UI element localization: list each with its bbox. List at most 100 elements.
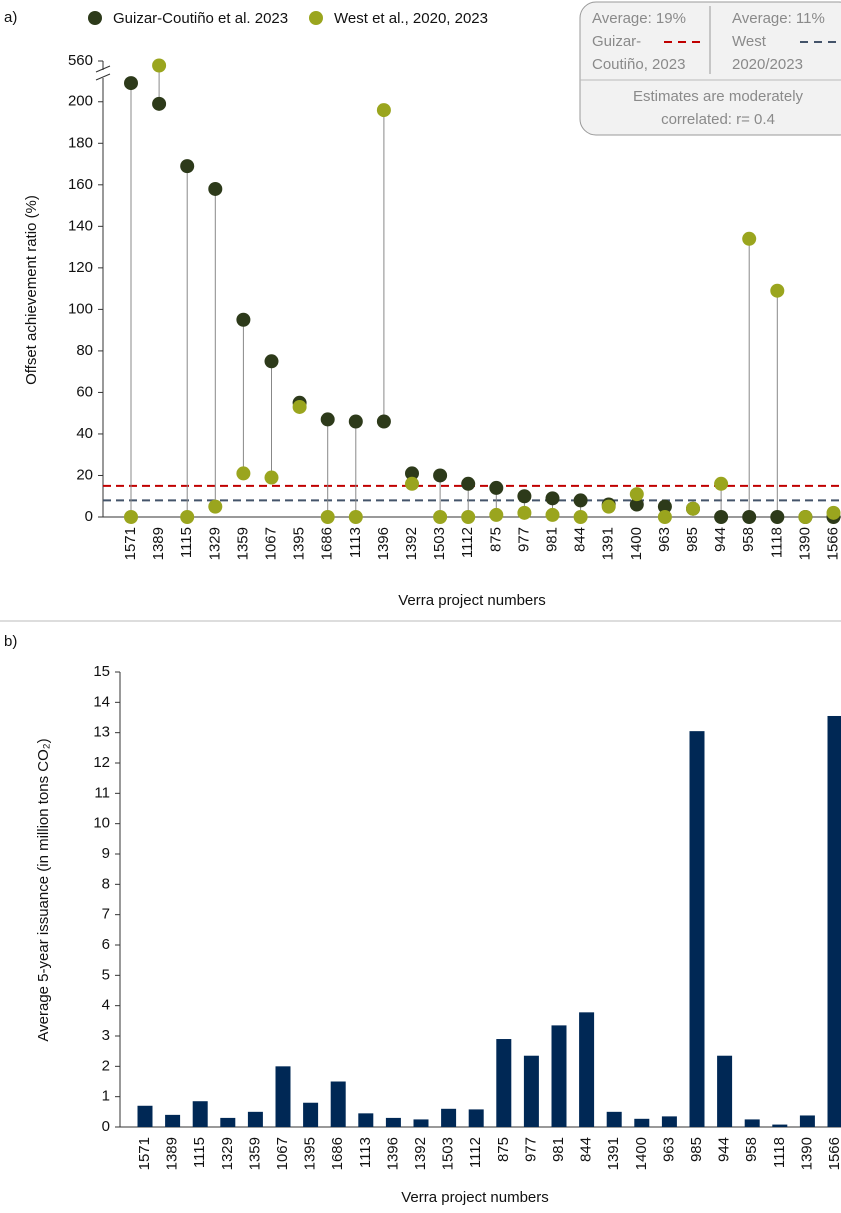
dot	[376, 414, 391, 429]
y-tick-label: 2	[102, 1057, 110, 1074]
dot	[208, 499, 223, 514]
bar	[579, 1012, 595, 1127]
dot	[320, 510, 335, 524]
dot	[545, 491, 560, 506]
y-tick-label: 12	[93, 754, 110, 771]
y-tick-label: 60	[76, 383, 93, 400]
dot	[714, 510, 729, 524]
x-tick-label: 1395	[291, 527, 308, 560]
x-tick-label: 1392	[412, 1137, 429, 1170]
y-tick-label: 4	[102, 997, 110, 1014]
dot	[180, 159, 195, 174]
dot	[629, 487, 644, 502]
info-note: correlated: r= 0.4	[661, 111, 775, 128]
x-tick-label: 1391	[600, 527, 617, 560]
x-tick-label: 1391	[605, 1137, 622, 1170]
y-tick-label: 15	[93, 663, 110, 680]
dot	[770, 510, 785, 524]
y-tick-label: 200	[68, 93, 93, 110]
x-tick-label: 977	[522, 1137, 539, 1162]
bar	[275, 1066, 291, 1127]
bar	[247, 1111, 263, 1127]
dot	[517, 505, 532, 520]
bar	[551, 1025, 567, 1127]
x-tick-label: 944	[712, 527, 729, 552]
x-tick-label: 1395	[302, 1137, 319, 1170]
x-tick-label: 1396	[375, 527, 392, 560]
dot	[489, 507, 504, 522]
dot	[180, 510, 195, 524]
dot	[798, 510, 813, 524]
y-tick-label: 11	[94, 784, 110, 801]
x-tick-label: 1112	[467, 1137, 484, 1168]
bar	[330, 1081, 346, 1127]
x-tick-label: 985	[688, 1137, 705, 1162]
y-tick-label: 20	[76, 466, 93, 483]
y-tick-label: 14	[93, 693, 110, 710]
dot	[433, 510, 448, 524]
x-tick-label: 1389	[164, 1137, 181, 1170]
x-tick-label: 981	[543, 527, 560, 552]
dot	[208, 181, 223, 196]
y-tick-label: 0	[102, 1118, 110, 1135]
info-box	[579, 1, 841, 136]
bar	[441, 1108, 457, 1127]
y-tick-label: 10	[93, 815, 110, 832]
bar	[137, 1105, 153, 1127]
y-tick-label: 560	[68, 52, 93, 69]
x-tick-label: 1390	[798, 1137, 815, 1170]
bar	[385, 1117, 401, 1127]
info-text: Average: 11%	[732, 10, 825, 27]
bar	[799, 1115, 815, 1127]
bar	[192, 1101, 208, 1127]
legend-marker	[309, 11, 323, 25]
x-tick-label: 1571	[122, 527, 139, 560]
y-tick-label: 13	[93, 724, 110, 741]
dot	[742, 231, 757, 246]
x-tick-label: 1503	[440, 1137, 457, 1170]
bar	[468, 1109, 484, 1127]
y-axis-label: Average 5-year issuance (in million tons…	[35, 738, 52, 1041]
y-tick-label: 9	[102, 845, 110, 862]
x-tick-label: 1390	[796, 527, 813, 560]
dot	[714, 476, 729, 491]
x-tick-label: 944	[716, 1137, 733, 1162]
dot	[601, 499, 616, 514]
dot	[770, 283, 785, 298]
dot	[152, 96, 167, 111]
x-tick-label: 1329	[206, 527, 223, 560]
x-tick-label: 1067	[262, 527, 279, 560]
dot	[348, 414, 363, 429]
y-tick-label: 7	[102, 906, 110, 923]
bar	[358, 1113, 374, 1127]
x-tick-label: 1113	[347, 527, 364, 558]
legend-label: West et al., 2020, 2023	[334, 10, 488, 27]
x-tick-label: 1359	[246, 1137, 263, 1170]
bar	[165, 1114, 181, 1127]
x-tick-label: 1359	[234, 527, 251, 560]
dot	[742, 510, 757, 524]
y-axis-label: Offset achievement ratio (%)	[23, 195, 40, 385]
x-tick-label: 1396	[384, 1137, 401, 1170]
y-tick-label: 5	[102, 966, 110, 983]
info-text: Average: 19%	[592, 10, 686, 27]
x-tick-label: 1112	[459, 527, 476, 558]
dot	[264, 354, 279, 369]
x-tick-label: 1118	[768, 527, 785, 558]
dot	[264, 470, 279, 485]
dot	[376, 103, 391, 118]
info-text: Guizar-	[592, 33, 641, 50]
x-tick-label: 1329	[219, 1137, 236, 1170]
info-note: Estimates are moderately	[633, 88, 804, 105]
dot	[236, 466, 251, 481]
x-tick-label: 875	[487, 527, 504, 552]
legend-label: Guizar-Coutiño et al. 2023	[113, 10, 288, 27]
x-axis-label: Verra project numbers	[401, 1189, 549, 1206]
panel-label: a)	[4, 9, 17, 26]
dot	[124, 76, 138, 91]
x-tick-label: 1503	[431, 527, 448, 560]
dot	[461, 476, 476, 491]
dot	[461, 510, 476, 524]
dot	[433, 468, 448, 483]
x-tick-label: 1118	[771, 1137, 788, 1168]
